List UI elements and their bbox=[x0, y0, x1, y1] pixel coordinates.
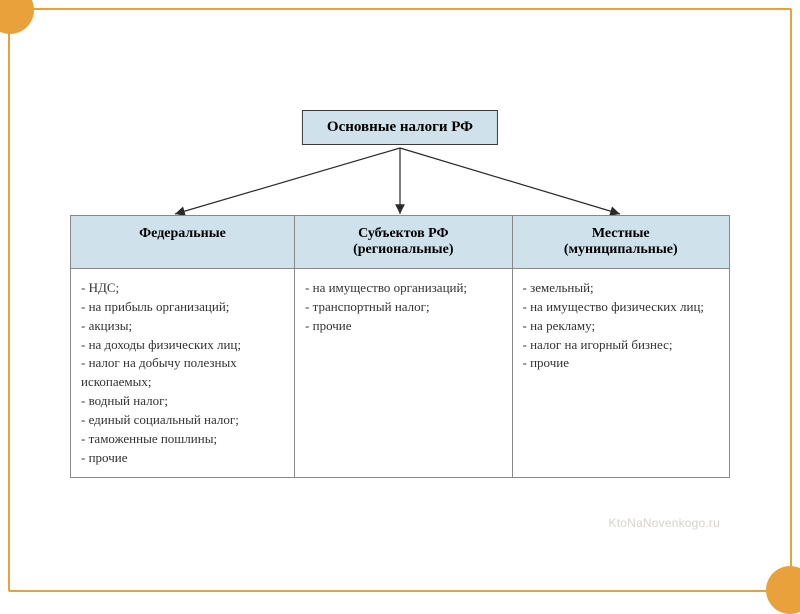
tax-table-body: - НДС;- на прибыль организаций;- акцизы;… bbox=[71, 269, 730, 478]
column-header-regional: Субъектов РФ(региональные) bbox=[295, 216, 512, 269]
list-item: - прочие bbox=[523, 354, 721, 373]
list-item: - на рекламу; bbox=[523, 317, 721, 336]
tax-table-body-row: - НДС;- на прибыль организаций;- акцизы;… bbox=[71, 269, 730, 478]
tax-table-head: ФедеральныеСубъектов РФ(региональные)Мес… bbox=[71, 216, 730, 269]
column-header-local: Местные(муниципальные) bbox=[512, 216, 729, 269]
list-item: - налог на игорный бизнес; bbox=[523, 336, 721, 355]
column-body-local: - земельный;- на имущество физических ли… bbox=[512, 269, 729, 478]
corner-decor-tl bbox=[0, 0, 34, 34]
list-item: - налог на добычу полезных ископаемых; bbox=[81, 354, 286, 392]
list-item: - на прибыль организаций; bbox=[81, 298, 286, 317]
column-body-regional: - на имущество организаций;- транспортны… bbox=[295, 269, 512, 478]
list-item: - единый социальный налог; bbox=[81, 411, 286, 430]
column-body-federal: - НДС;- на прибыль организаций;- акцизы;… bbox=[71, 269, 295, 478]
watermark-text: KtoNaNovenkogo.ru bbox=[609, 516, 720, 530]
list-item: - НДС; bbox=[81, 279, 286, 298]
column-header-federal: Федеральные bbox=[71, 216, 295, 269]
corner-decor-br bbox=[766, 566, 800, 614]
list-item: - прочие bbox=[305, 317, 503, 336]
list-item: - водный налог; bbox=[81, 392, 286, 411]
list-item: - таможенные пошлины; bbox=[81, 430, 286, 449]
list-item: - транспортный налог; bbox=[305, 298, 503, 317]
list-item: - на доходы физических лиц; bbox=[81, 336, 286, 355]
tax-table-header-row: ФедеральныеСубъектов РФ(региональные)Мес… bbox=[71, 216, 730, 269]
diagram-title: Основные налоги РФ bbox=[302, 110, 498, 145]
tax-table: ФедеральныеСубъектов РФ(региональные)Мес… bbox=[70, 215, 730, 478]
list-item: - на имущество физических лиц; bbox=[523, 298, 721, 317]
list-item: - акцизы; bbox=[81, 317, 286, 336]
list-item: - земельный; bbox=[523, 279, 721, 298]
list-item: - на имущество организаций; bbox=[305, 279, 503, 298]
list-item: - прочие bbox=[81, 449, 286, 468]
